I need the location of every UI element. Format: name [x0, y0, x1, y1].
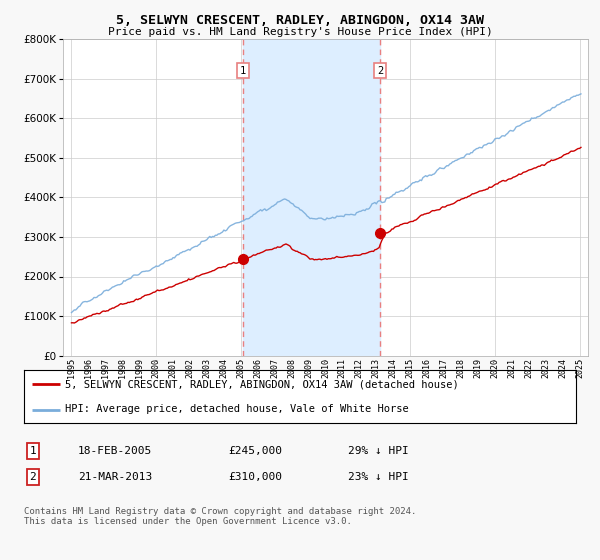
Text: 1: 1 [29, 446, 37, 456]
Text: 2000: 2000 [152, 358, 161, 379]
Text: 1995: 1995 [67, 358, 76, 379]
Text: 2002: 2002 [185, 358, 194, 379]
Text: 2004: 2004 [220, 358, 229, 379]
Text: 2013: 2013 [372, 358, 381, 379]
Text: 2018: 2018 [457, 358, 466, 379]
Text: 5, SELWYN CRESCENT, RADLEY, ABINGDON, OX14 3AW (detached house): 5, SELWYN CRESCENT, RADLEY, ABINGDON, OX… [65, 380, 459, 390]
Text: Contains HM Land Registry data © Crown copyright and database right 2024.
This d: Contains HM Land Registry data © Crown c… [24, 507, 416, 526]
Text: 2011: 2011 [338, 358, 347, 379]
Text: 2001: 2001 [169, 358, 178, 379]
Text: 2025: 2025 [575, 358, 584, 379]
Bar [243, 39, 380, 356]
Text: 2022: 2022 [524, 358, 533, 379]
Text: 2007: 2007 [270, 358, 279, 379]
Text: 2006: 2006 [253, 358, 262, 379]
Text: 2020: 2020 [490, 358, 499, 379]
Text: 2021: 2021 [507, 358, 516, 379]
Text: 1996: 1996 [84, 358, 93, 379]
Text: 5, SELWYN CRESCENT, RADLEY, ABINGDON, OX14 3AW: 5, SELWYN CRESCENT, RADLEY, ABINGDON, OX… [116, 14, 484, 27]
Text: 29% ↓ HPI: 29% ↓ HPI [348, 446, 409, 456]
Text: 2016: 2016 [422, 358, 431, 379]
Text: 2005: 2005 [236, 358, 245, 379]
Text: 2010: 2010 [321, 358, 330, 379]
Text: 1997: 1997 [101, 358, 110, 379]
Text: 2: 2 [29, 472, 37, 482]
Text: HPI: Average price, detached house, Vale of White Horse: HPI: Average price, detached house, Vale… [65, 404, 409, 414]
Text: 2008: 2008 [287, 358, 296, 379]
Text: 1999: 1999 [135, 358, 144, 379]
Text: 18-FEB-2005: 18-FEB-2005 [78, 446, 152, 456]
Text: Price paid vs. HM Land Registry's House Price Index (HPI): Price paid vs. HM Land Registry's House … [107, 27, 493, 37]
Text: 1: 1 [240, 66, 246, 76]
Text: £310,000: £310,000 [228, 472, 282, 482]
Text: 2024: 2024 [558, 358, 567, 379]
Text: 2017: 2017 [440, 358, 449, 379]
Text: 2014: 2014 [389, 358, 398, 379]
Text: 23% ↓ HPI: 23% ↓ HPI [348, 472, 409, 482]
Text: 2012: 2012 [355, 358, 364, 379]
Text: £245,000: £245,000 [228, 446, 282, 456]
Text: 2: 2 [377, 66, 383, 76]
Text: 2009: 2009 [304, 358, 313, 379]
Text: 2019: 2019 [473, 358, 482, 379]
Text: 21-MAR-2013: 21-MAR-2013 [78, 472, 152, 482]
Text: 2023: 2023 [541, 358, 550, 379]
Text: 2015: 2015 [406, 358, 415, 379]
Text: 1998: 1998 [118, 358, 127, 379]
Text: 2003: 2003 [202, 358, 211, 379]
